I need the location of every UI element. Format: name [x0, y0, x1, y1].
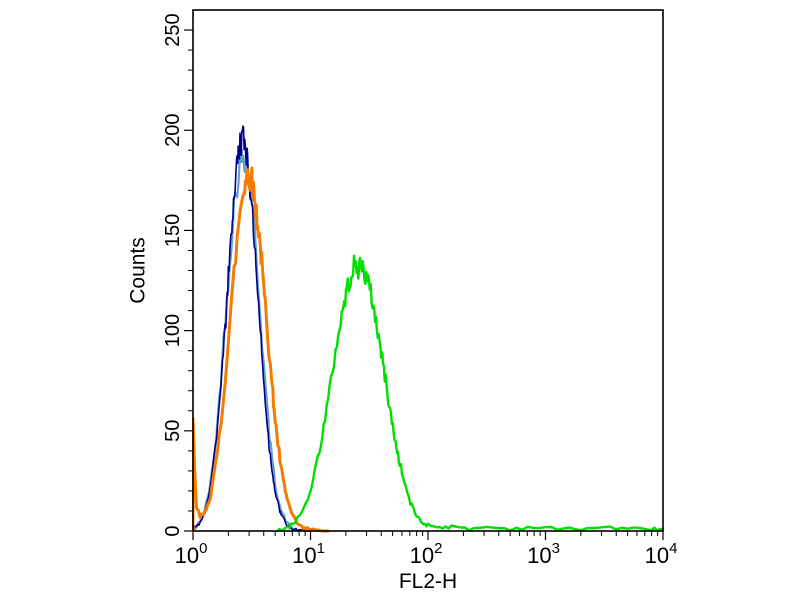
x-tick-label: 103 [527, 540, 560, 568]
y-tick-label: 0 [162, 525, 184, 536]
y-tick-label: 50 [162, 420, 184, 442]
y-axis-title: Counts [127, 237, 150, 304]
x-tick-label: 104 [645, 540, 678, 568]
curve-green-stained [276, 254, 664, 533]
y-tick-label: 150 [162, 214, 184, 247]
axis-ticks [184, 29, 664, 540]
curves-group [192, 125, 664, 533]
x-axis-title: FL2-H [399, 570, 457, 593]
x-tick-label: 100 [175, 540, 208, 568]
x-tick-label: 102 [410, 540, 443, 568]
y-tick-label: 250 [162, 13, 184, 46]
x-tick-label: 101 [292, 540, 325, 568]
y-tick-label: 200 [162, 114, 184, 147]
curve-orange-control [192, 166, 330, 533]
y-tick-label: 100 [162, 314, 184, 347]
plot-border [192, 9, 664, 532]
